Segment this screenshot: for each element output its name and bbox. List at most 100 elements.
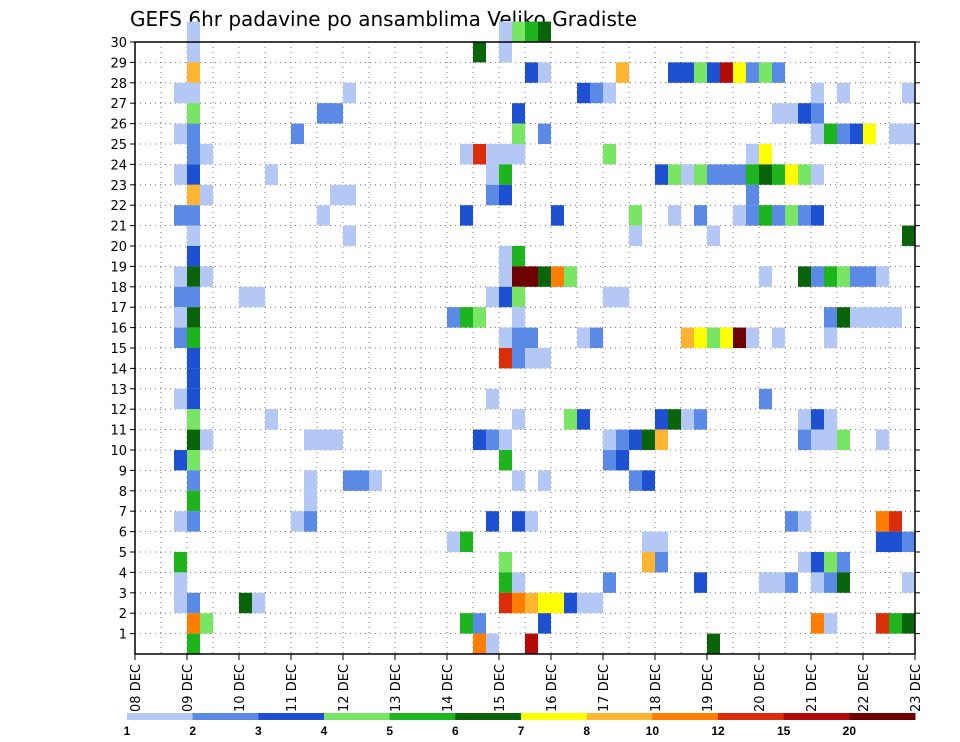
heatmap-cell: [629, 225, 642, 246]
heatmap-cell: [616, 62, 629, 83]
colorbar-swatch: [258, 713, 325, 720]
heatmap-cell: [889, 123, 902, 144]
heatmap-cell: [798, 409, 811, 430]
heatmap-cell: [681, 164, 694, 185]
heatmap-cell: [499, 266, 512, 287]
heatmap-cell: [629, 429, 642, 450]
heatmap-cell: [681, 409, 694, 430]
heatmap-cell: [369, 470, 382, 491]
heatmap-cell: [486, 144, 499, 165]
heatmap-cell: [811, 82, 824, 104]
heatmap-cell: [499, 592, 512, 614]
heatmap-cell: [512, 246, 525, 267]
y-tick-label: 2: [119, 607, 127, 622]
heatmap-cell: [551, 266, 564, 287]
heatmap-cell: [733, 164, 746, 185]
heatmap-cell: [343, 225, 356, 246]
heatmap-cell: [486, 429, 499, 450]
heatmap-cell: [551, 592, 564, 614]
heatmap-cell: [577, 82, 590, 104]
x-tick-label: 22 DEC: [857, 664, 872, 712]
heatmap-cell: [538, 613, 551, 634]
heatmap-cell: [811, 409, 824, 430]
heatmap-cell: [187, 82, 200, 104]
heatmap-cell: [707, 225, 720, 246]
x-tick-label: 18 DEC: [649, 664, 664, 712]
heatmap-cell: [187, 511, 200, 532]
y-tick-label: 21: [110, 220, 127, 235]
heatmap-cell: [616, 450, 629, 471]
heatmap-cell: [694, 327, 707, 348]
x-tick-label: 13 DEC: [389, 664, 404, 712]
heatmap-cell: [187, 368, 200, 389]
colorbar-label: 4: [321, 724, 328, 738]
y-tick-label: 11: [110, 424, 127, 439]
x-tick-label: 23 DEC: [909, 664, 924, 712]
heatmap-cell: [356, 470, 369, 491]
y-tick-label: 9: [119, 464, 127, 479]
heatmap-cell: [668, 205, 681, 226]
heatmap-cell: [187, 42, 200, 63]
heatmap-cell: [655, 164, 668, 185]
heatmap-cell: [187, 633, 200, 654]
heatmap-cell: [187, 246, 200, 267]
heatmap-cell: [473, 144, 486, 165]
heatmap-cell: [499, 450, 512, 471]
heatmap-cell: [772, 164, 785, 185]
heatmap-cell: [343, 82, 356, 104]
heatmap-cell: [876, 266, 889, 287]
heatmap-cell: [525, 633, 538, 654]
colorbar-label: 20: [843, 724, 857, 738]
heatmap-cell: [772, 572, 785, 593]
heatmap-cell: [707, 62, 720, 83]
x-tick-label: 12 DEC: [337, 664, 352, 712]
y-tick-label: 27: [110, 97, 127, 112]
heatmap-cell: [512, 409, 525, 430]
heatmap-cell: [876, 429, 889, 450]
heatmap-cell: [681, 327, 694, 348]
heatmap-cell: [200, 613, 213, 634]
heatmap-cell: [876, 307, 889, 328]
heatmap-cell: [447, 531, 460, 552]
heatmap-cell: [317, 205, 330, 226]
heatmap-cell: [252, 286, 265, 308]
heatmap-cell: [317, 429, 330, 450]
heatmap-cell: [538, 21, 551, 42]
heatmap-cell: [876, 613, 889, 634]
heatmap-cell: [668, 62, 681, 83]
heatmap-cell: [616, 429, 629, 450]
heatmap-cell: [798, 511, 811, 532]
colorbar-label: 12: [711, 724, 725, 738]
heatmap-cell: [759, 62, 772, 83]
heatmap-cell: [629, 205, 642, 226]
colorbar-label: 1: [124, 724, 131, 738]
heatmap-cell: [200, 184, 213, 206]
heatmap-cell: [200, 144, 213, 165]
heatmap-cell: [499, 184, 512, 206]
heatmap-cell: [512, 123, 525, 144]
heatmap-cell: [759, 266, 772, 287]
heatmap-cell: [499, 429, 512, 450]
heatmap-cell: [538, 266, 551, 287]
heatmap-cell: [499, 348, 512, 369]
heatmap-cell: [837, 82, 850, 104]
heatmap-cell: [174, 450, 187, 471]
colorbar-swatch: [455, 713, 522, 720]
heatmap-cell: [187, 225, 200, 246]
heatmap-cell: [746, 62, 759, 83]
heatmap-cell: [746, 205, 759, 226]
heatmap-cell: [512, 327, 525, 348]
heatmap-cell: [239, 592, 252, 614]
heatmap-cell: [187, 429, 200, 450]
heatmap-cell: [499, 42, 512, 63]
heatmap-cell: [811, 552, 824, 573]
heatmap-cell: [525, 592, 538, 614]
heatmap-cell: [824, 613, 837, 634]
heatmap-cell: [343, 184, 356, 206]
heatmap-cell: [772, 103, 785, 124]
heatmap-cell: [798, 103, 811, 124]
heatmap-cell: [811, 613, 824, 634]
y-tick-label: 16: [110, 322, 127, 337]
heatmap-cell: [902, 613, 915, 634]
